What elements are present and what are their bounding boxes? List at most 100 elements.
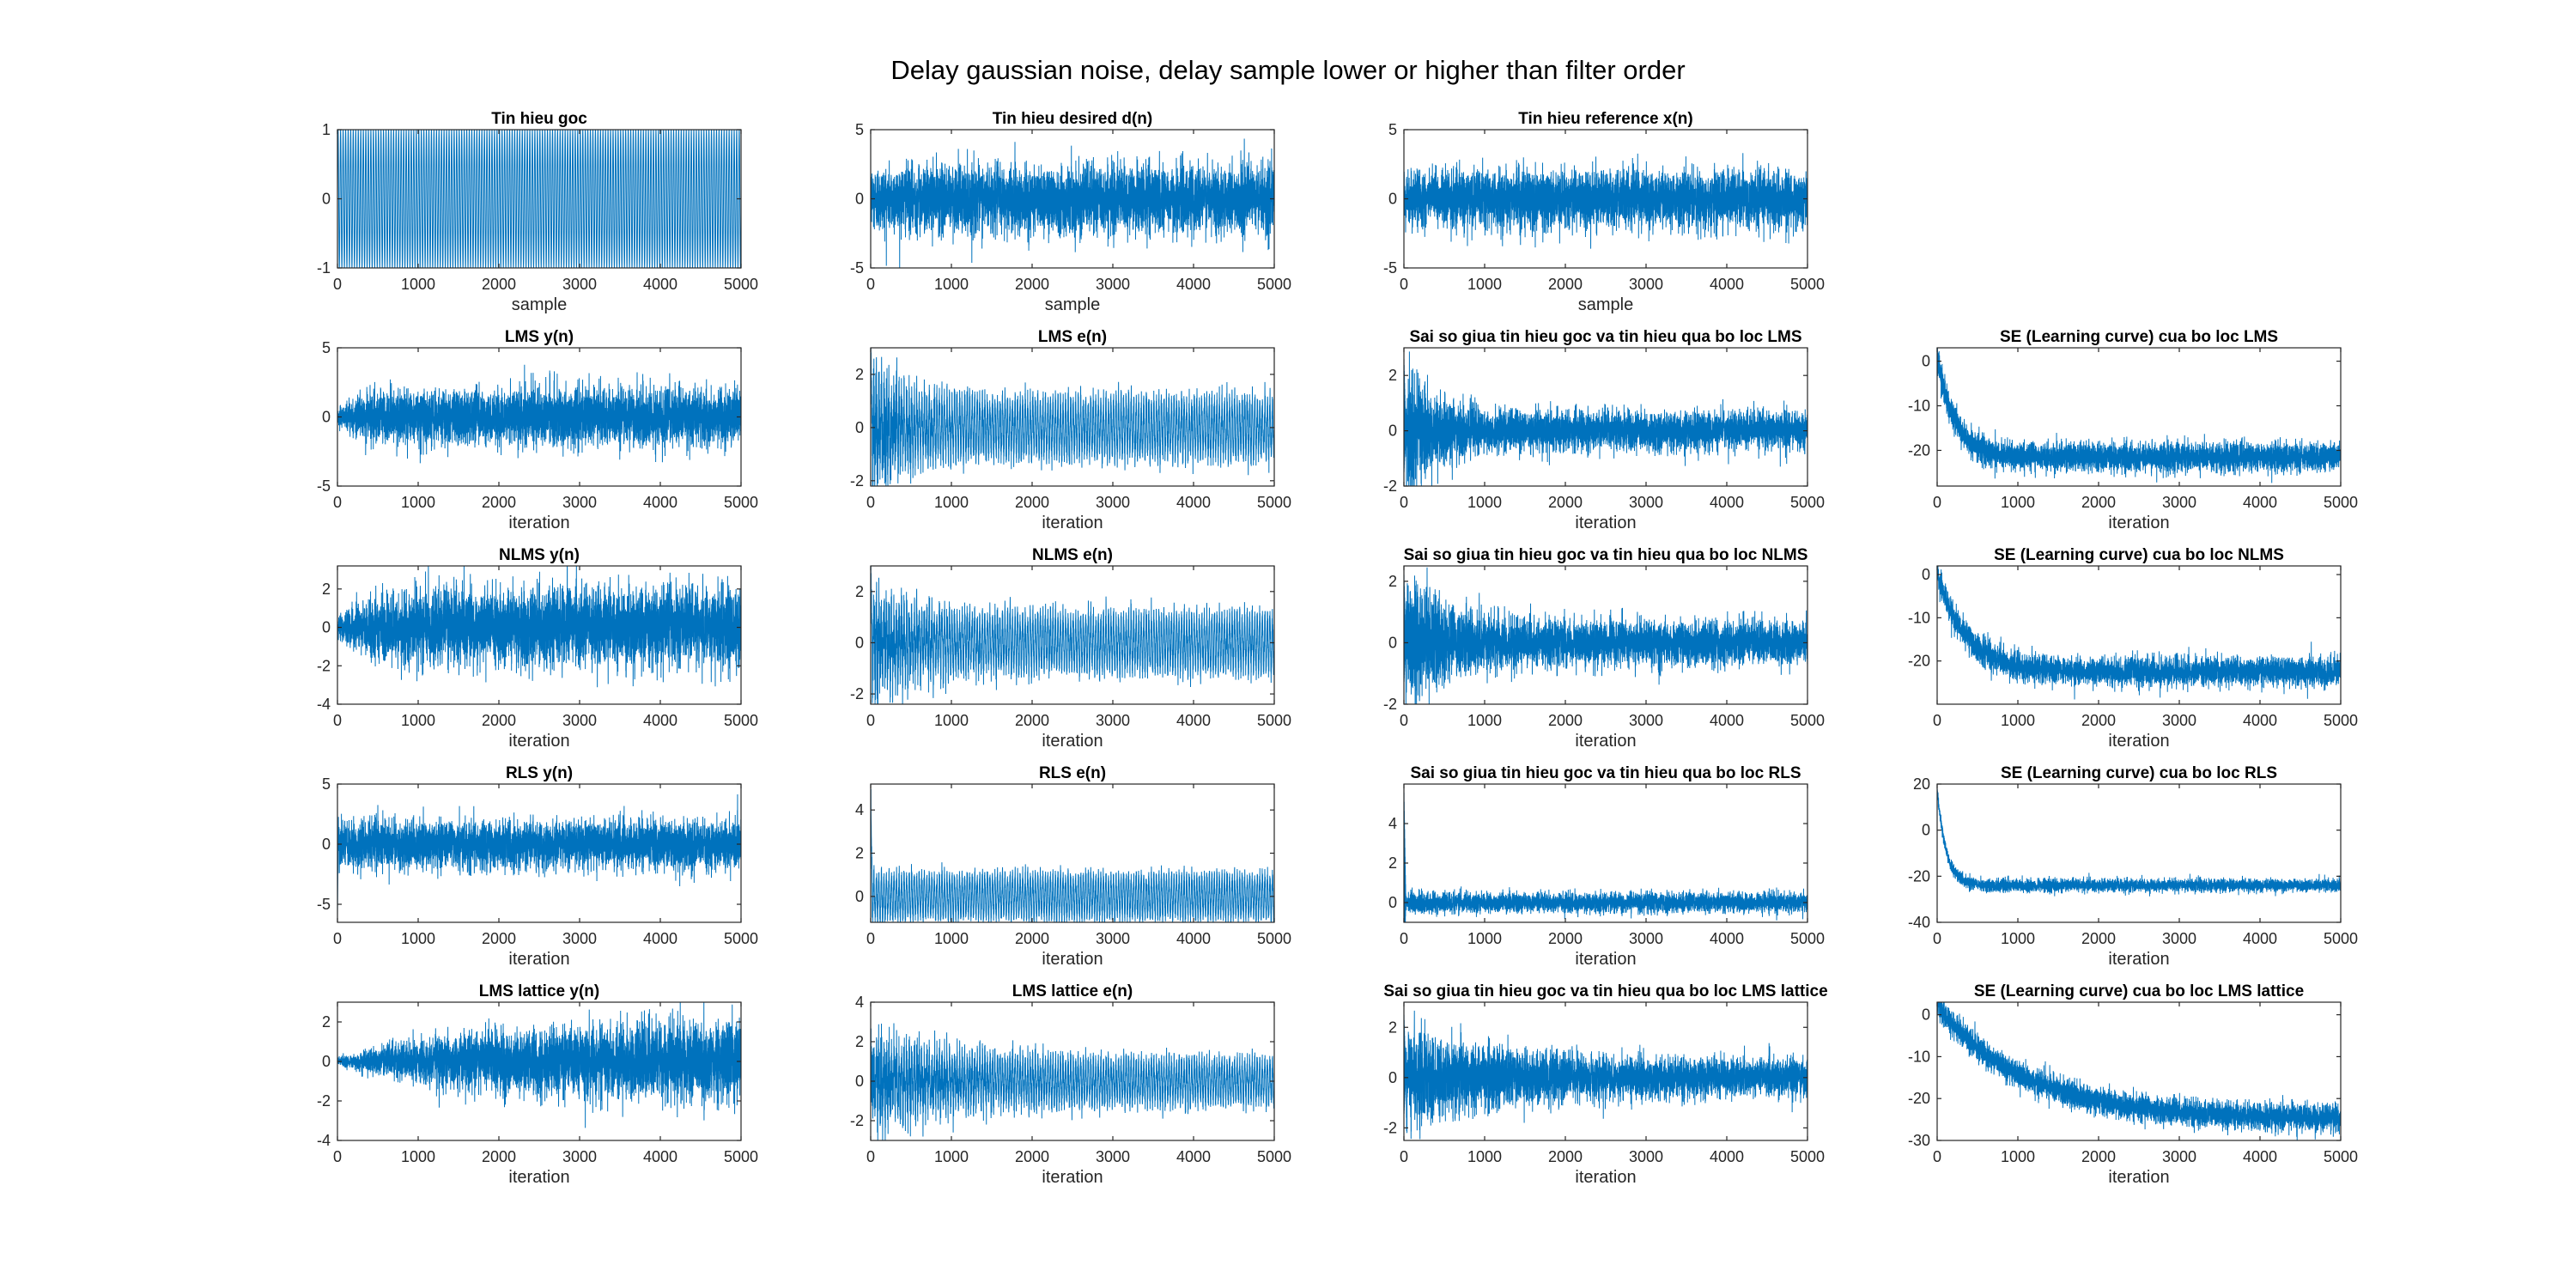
x-tick-label: 3000	[1629, 930, 1663, 947]
y-tick-label: 4	[855, 801, 864, 818]
y-tick-label: 0	[322, 1053, 331, 1070]
subplot-lattice-se: 0 1000 2000 3000 4000 5000 -30 -20 -10 0 SE (Learn…	[1908, 982, 2358, 1187]
x-tick-label: 0	[1933, 712, 1941, 729]
x-axis-label: iteration	[1575, 514, 1636, 532]
y-tick-label: 2	[855, 583, 864, 600]
x-tick-label: 3000	[1629, 276, 1663, 293]
x-tick-label: 4000	[643, 494, 677, 511]
axes-box	[1403, 1001, 1808, 1141]
x-tick-label: 4000	[1176, 1148, 1211, 1165]
x-axis-label: iteration	[2108, 1168, 2169, 1187]
x-axis-label: sample	[1578, 295, 1633, 314]
x-tick-label: 2000	[2081, 930, 2116, 947]
x-axis-label: iteration	[2108, 732, 2169, 751]
axes-box	[1403, 347, 1808, 487]
x-tick-label: 3000	[1629, 494, 1663, 511]
x-tick-label: 1000	[934, 930, 969, 947]
series-line	[1937, 566, 2341, 700]
x-tick-label: 3000	[2162, 930, 2196, 947]
x-tick-label: 0	[866, 494, 875, 511]
x-tick-label: 0	[1400, 1148, 1408, 1165]
y-tick-label: -10	[1908, 609, 1930, 626]
x-tick-label: 0	[333, 930, 342, 947]
x-tick-label: 2000	[1548, 276, 1583, 293]
x-tick-label: 4000	[643, 276, 677, 293]
x-tick-label: 1000	[934, 276, 969, 293]
x-tick-label: 4000	[1710, 494, 1744, 511]
x-tick-label: 3000	[2162, 494, 2196, 511]
axes-box	[870, 1001, 1275, 1141]
x-tick-label: 2000	[482, 276, 516, 293]
x-tick-label: 2000	[482, 930, 516, 947]
x-tick-label: 2000	[2081, 1148, 2116, 1165]
x-tick-label: 5000	[1257, 930, 1291, 947]
x-tick-label: 2000	[1015, 712, 1049, 729]
y-tick-label: 5	[855, 121, 864, 138]
y-tick-label: 0	[1922, 1006, 1930, 1024]
series-line	[337, 130, 741, 268]
y-tick-label: 2	[855, 845, 864, 862]
x-axis-label: iteration	[508, 1168, 569, 1187]
series-line	[871, 1023, 1274, 1140]
axes-box	[1403, 565, 1808, 705]
x-tick-label: 4000	[1710, 930, 1744, 947]
x-tick-label: 1000	[934, 1148, 969, 1165]
x-tick-label: 5000	[724, 712, 758, 729]
x-tick-label: 4000	[643, 930, 677, 947]
series-line	[1404, 153, 1807, 249]
x-tick-label: 0	[866, 1148, 875, 1165]
axes-box	[337, 783, 742, 923]
x-tick-label: 1000	[1467, 712, 1502, 729]
subplot-nlms-se: 0 1000 2000 3000 4000 5000 -20 -10 0 SE (Learning…	[1908, 546, 2358, 751]
subplot-title: RLS e(n)	[1039, 764, 1106, 782]
subplot-title: Sai so giua tin hieu goc va tin hieu qua…	[1404, 546, 1808, 564]
y-tick-label: 2	[1388, 573, 1397, 590]
x-tick-label: 0	[333, 712, 342, 729]
y-tick-label: 0	[1922, 353, 1930, 370]
y-tick-label: 5	[322, 339, 331, 356]
x-tick-label: 1000	[934, 712, 969, 729]
x-tick-label: 0	[1400, 930, 1408, 947]
x-tick-label: 2000	[1548, 712, 1583, 729]
series-line	[871, 784, 1274, 922]
y-tick-label: -20	[1908, 441, 1930, 459]
x-tick-label: 1000	[401, 712, 435, 729]
x-tick-label: 3000	[1096, 1148, 1130, 1165]
x-tick-label: 0	[333, 494, 342, 511]
x-tick-label: 3000	[1096, 930, 1130, 947]
y-tick-label: 0	[322, 191, 331, 208]
x-axis-label: iteration	[1575, 950, 1636, 969]
x-tick-label: 3000	[562, 930, 597, 947]
x-tick-label: 3000	[562, 712, 597, 729]
x-tick-label: 3000	[562, 494, 597, 511]
x-tick-label: 5000	[2324, 1148, 2358, 1165]
x-tick-label: 4000	[1176, 930, 1211, 947]
x-axis-label: iteration	[508, 514, 569, 532]
y-tick-label: 0	[1388, 191, 1397, 208]
x-tick-label: 1000	[1467, 276, 1502, 293]
y-tick-label: 0	[855, 888, 864, 905]
x-tick-label: 2000	[482, 712, 516, 729]
x-tick-label: 2000	[2081, 712, 2116, 729]
subplot-rls-se: 0 1000 2000 3000 4000 5000 -40 -20 0 20 SE (Learni…	[1908, 764, 2358, 969]
x-tick-label: 5000	[1790, 276, 1825, 293]
subplot-lattice-e: 0 1000 2000 3000 4000 5000 -2 0 2 4 LMS lattice e(…	[850, 982, 1291, 1187]
x-tick-label: 1000	[401, 276, 435, 293]
y-tick-label: -2	[850, 1112, 864, 1129]
series-line	[1404, 792, 1807, 922]
y-tick-label: 0	[1922, 566, 1930, 583]
subplot-lattice-y: 0 1000 2000 3000 4000 5000 -4 -2 0 2 LMS lattice y…	[317, 982, 758, 1187]
x-axis-label: iteration	[1575, 732, 1636, 751]
x-tick-label: 5000	[2324, 930, 2358, 947]
x-tick-label: 1000	[401, 1148, 435, 1165]
y-tick-label: 4	[855, 994, 864, 1011]
x-tick-label: 2000	[2081, 494, 2116, 511]
series-line	[1404, 351, 1807, 486]
x-tick-label: 3000	[562, 1148, 597, 1165]
x-tick-label: 5000	[724, 1148, 758, 1165]
